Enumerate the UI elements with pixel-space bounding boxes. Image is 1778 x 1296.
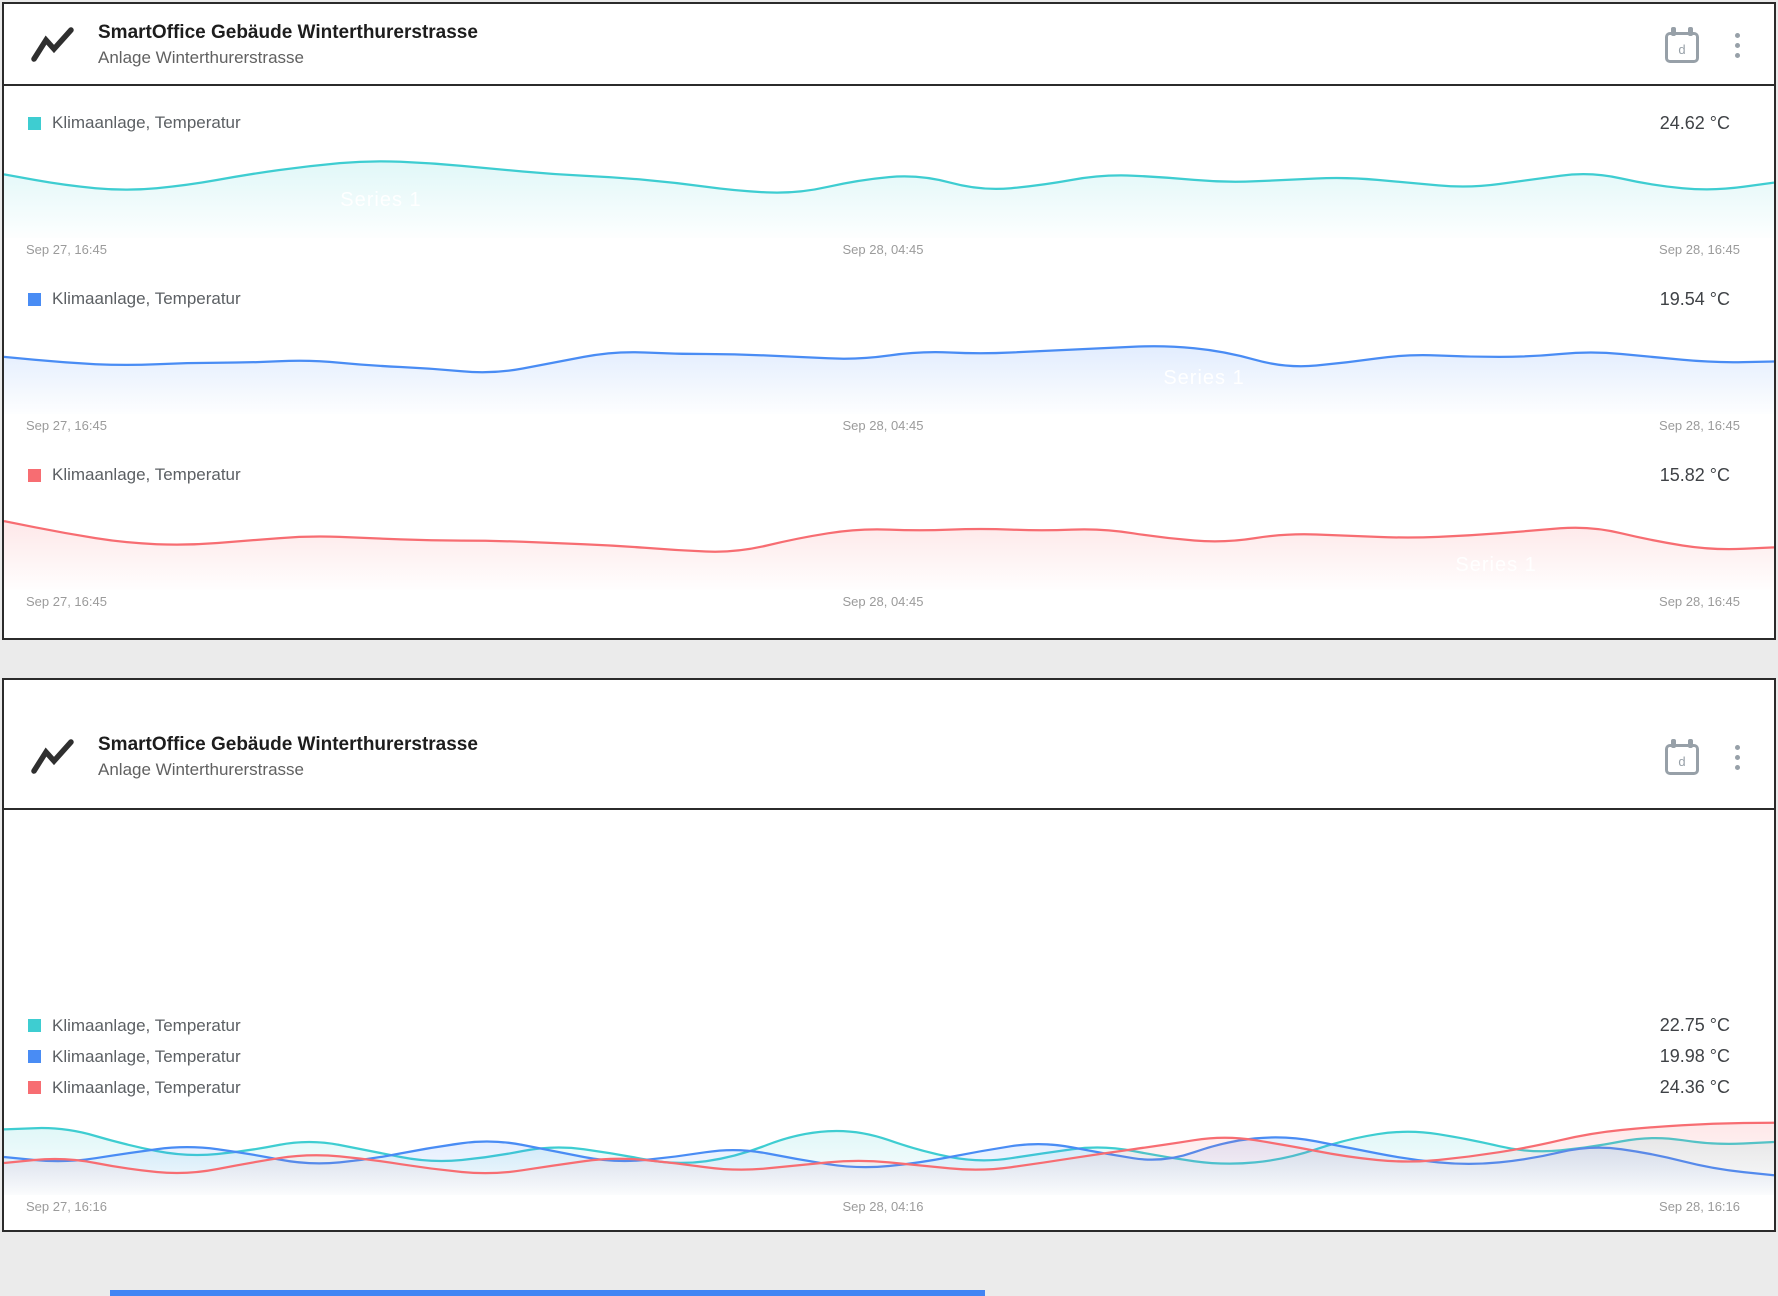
legend-label: Klimaanlage, Temperatur [52,1015,241,1035]
current-value: 22.75 °C [1659,1015,1730,1035]
calendar-tab [1688,27,1693,36]
tick-start: Sep 27, 16:45 [26,242,107,257]
time-axis: Sep 27, 16:45 Sep 28, 04:45 Sep 28, 16:4… [4,242,1774,260]
kebab-dot [1735,764,1740,770]
legend-swatch [28,1081,41,1094]
tick-end: Sep 28, 16:45 [1659,242,1740,257]
legend-row[interactable]: Klimaanlage, Temperatur 24.62 °C [4,110,1774,136]
current-value: 24.36 °C [1659,1077,1730,1097]
legend-label: Klimaanlage, Temperatur [52,289,241,308]
legend-row[interactable]: Klimaanlage, Temperatur 24.36 °C [4,1072,1774,1103]
widget-card-sparklines: SmartOffice Gebäude Winterthurerstrasse … [2,2,1776,640]
tick-end: Sep 28, 16:45 [1659,594,1740,609]
calendar-button[interactable]: d [1665,739,1699,775]
legend-label: Klimaanlage, Temperatur [52,1077,241,1097]
calendar-icon: d [1665,744,1699,775]
card-subtitle: Anlage Winterthurerstrasse [98,760,304,779]
sparkline-panel: Klimaanlage, Temperatur 15.82 °C Series … [4,462,1774,612]
sparkline-panel: Klimaanlage, Temperatur 19.54 °C Series … [4,286,1774,436]
legend-label: Klimaanlage, Temperatur [52,1046,241,1066]
calendar-icon: d [1665,32,1699,63]
card-gap [0,642,1778,676]
tick-middle: Sep 28, 04:45 [842,242,924,257]
legend-swatch [28,468,41,482]
legend-label: Klimaanlage, Temperatur [52,113,241,132]
tick-middle: Sep 28, 04:45 [842,418,924,433]
more-options-button[interactable] [1729,29,1746,62]
time-axis: Sep 27, 16:45 Sep 28, 04:45 Sep 28, 16:4… [4,594,1774,612]
legend-label: Klimaanlage, Temperatur [52,465,241,484]
line-chart-icon [31,739,74,774]
tick-start: Sep 27, 16:45 [26,594,107,609]
legend-swatch [28,1019,41,1032]
time-axis: Sep 27, 16:16 Sep 28, 04:16 Sep 28, 16:1… [4,1199,1774,1217]
kebab-dot [1735,52,1740,58]
legend-swatch [28,1050,41,1063]
legend-row[interactable]: Klimaanlage, Temperatur 19.98 °C [4,1041,1774,1072]
card-header: SmartOffice Gebäude Winterthurerstrasse … [4,4,1774,86]
card-header: SmartOffice Gebäude Winterthurerstrasse … [4,680,1774,810]
line-chart-icon [31,27,74,62]
legend-row[interactable]: Klimaanlage, Temperatur 15.82 °C [4,462,1774,488]
tick-end: Sep 28, 16:45 [1659,418,1740,433]
tick-middle: Sep 28, 04:45 [842,594,924,609]
current-value: 19.98 °C [1659,1046,1730,1066]
card-subtitle: Anlage Winterthurerstrasse [98,48,304,67]
kebab-dot [1735,754,1740,760]
current-value: 24.62 °C [1659,112,1730,133]
more-options-button[interactable] [1729,741,1746,774]
combined-line-chart[interactable] [4,1107,1774,1195]
current-value: 19.54 °C [1659,288,1730,309]
widget-card-combined: SmartOffice Gebäude Winterthurerstrasse … [2,678,1776,1232]
calendar-icon-label: d [1678,42,1686,57]
time-axis: Sep 27, 16:45 Sep 28, 04:45 Sep 28, 16:4… [4,418,1774,436]
sparkline-panel: Klimaanlage, Temperatur 24.62 °C Series … [4,110,1774,260]
tick-end: Sep 28, 16:16 [1659,1199,1740,1214]
card-title: SmartOffice Gebäude Winterthurerstrasse [98,734,478,755]
sparkline-chart[interactable]: Series 1 [4,496,1774,590]
legend-row[interactable]: Klimaanlage, Temperatur 19.54 °C [4,286,1774,312]
tick-middle: Sep 28, 04:16 [842,1199,924,1214]
legend-swatch [28,116,41,130]
legend-row[interactable]: Klimaanlage, Temperatur 22.75 °C [4,1010,1774,1041]
calendar-icon-label: d [1678,754,1686,769]
horizontal-scrollbar-thumb[interactable] [110,1290,985,1296]
empty-space [4,810,1774,1010]
calendar-tab [1671,739,1676,748]
sparkline-chart[interactable]: Series 1 [4,320,1774,414]
kebab-dot [1735,42,1740,48]
tick-start: Sep 27, 16:45 [26,418,107,433]
current-value: 15.82 °C [1659,464,1730,485]
calendar-tab [1688,739,1693,748]
calendar-tab [1671,27,1676,36]
tick-start: Sep 27, 16:16 [26,1199,107,1214]
calendar-button[interactable]: d [1665,27,1699,63]
sparkline-chart[interactable]: Series 1 [4,144,1774,238]
kebab-dot [1735,744,1740,750]
legend-swatch [28,292,41,306]
kebab-dot [1735,32,1740,38]
card-title: SmartOffice Gebäude Winterthurerstrasse [98,22,478,43]
